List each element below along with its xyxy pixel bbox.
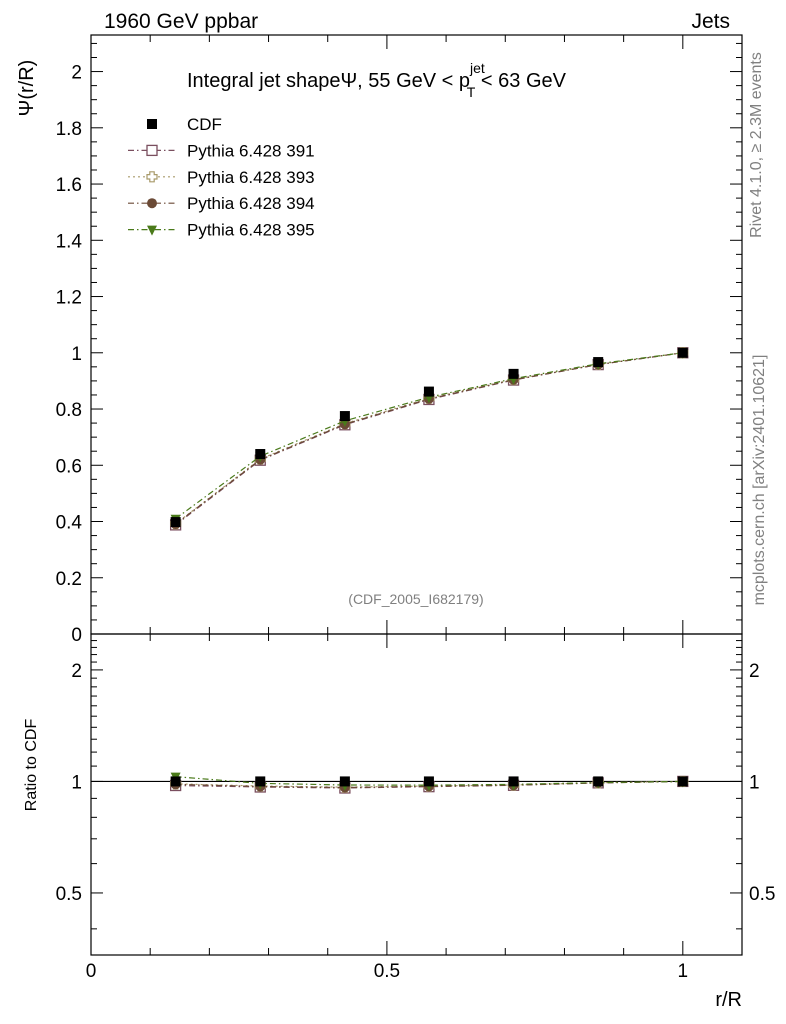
legend-label: CDF bbox=[187, 115, 222, 134]
analysis-label: (CDF_2005_I682179) bbox=[348, 591, 483, 607]
mcplots-label: mcplots.cern.ch [arXiv:2401.10621] bbox=[751, 355, 768, 606]
chart-title: Integral jet shapeΨ, 55 GeV < pjet T < 63… bbox=[187, 60, 567, 100]
chart-title-end: < 63 GeV bbox=[475, 70, 566, 92]
legend-marker bbox=[147, 119, 157, 129]
chart-title-sup: jet bbox=[469, 60, 485, 76]
y-tick-label: 0.8 bbox=[56, 400, 82, 421]
series-line bbox=[175, 352, 683, 520]
x-tick-label: 0.5 bbox=[374, 961, 400, 982]
series-line bbox=[175, 352, 683, 525]
data-point bbox=[593, 357, 604, 368]
data-point bbox=[170, 517, 181, 528]
ratio-plot-frame: 0 0.5 1 0.5 0.5 1 1 2 2 bbox=[56, 633, 775, 982]
series-3 bbox=[170, 347, 688, 793]
legend-marker bbox=[147, 225, 157, 236]
ratio-point bbox=[677, 776, 688, 787]
legend-label: Pythia 6.428 394 bbox=[187, 194, 315, 213]
legend-entry-0: CDF bbox=[147, 115, 222, 134]
ratio-point bbox=[593, 776, 604, 787]
series-0 bbox=[170, 347, 688, 787]
chart-title-main: Integral jet shapeΨ, 55 GeV < p bbox=[187, 70, 470, 92]
y-tick-label: 1.6 bbox=[56, 175, 82, 196]
series-line bbox=[175, 352, 683, 526]
legend-marker bbox=[147, 198, 157, 209]
y-tick-label: 1.2 bbox=[56, 288, 82, 309]
ratio-tick-label-right: 2 bbox=[749, 661, 760, 682]
x-tick-label: 1 bbox=[678, 961, 689, 982]
ratio-tick-label-right: 1 bbox=[749, 772, 760, 793]
data-point bbox=[423, 386, 434, 397]
y-tick-label: 1 bbox=[71, 344, 82, 365]
series-line bbox=[175, 352, 683, 525]
ratio-tick-label: 0.5 bbox=[56, 884, 82, 905]
legend-label: Pythia 6.428 391 bbox=[187, 141, 315, 160]
series-4 bbox=[170, 348, 688, 792]
series-2 bbox=[170, 347, 689, 793]
x-tick-label: 0 bbox=[86, 961, 97, 982]
legend-label: Pythia 6.428 393 bbox=[187, 168, 315, 187]
legend-entry-4: Pythia 6.428 395 bbox=[128, 221, 315, 240]
ratio-axis-label: Ratio to CDF bbox=[23, 719, 40, 812]
ratio-tick-label: 2 bbox=[71, 661, 82, 682]
y-tick-label: 1.8 bbox=[56, 119, 82, 140]
rivet-label: Rivet 4.1.0, ≥ 2.3M events bbox=[748, 52, 765, 238]
header-left: 1960 GeV ppbar bbox=[104, 10, 258, 33]
y-tick-label: 0.4 bbox=[56, 513, 83, 534]
ratio-tick-label: 1 bbox=[71, 772, 82, 793]
legend-marker bbox=[146, 171, 158, 183]
data-point bbox=[255, 449, 266, 460]
y-tick-label: 0 bbox=[71, 625, 82, 646]
header-right: Jets bbox=[691, 10, 730, 33]
main-plot-frame: 0 0.2 0.4 0.6 0.8 1 1.2 1.4 1.6 1.8 2 bbox=[56, 34, 743, 646]
chart-title-sub: T bbox=[467, 84, 476, 100]
y-tick-label: 0.2 bbox=[56, 569, 82, 590]
y-tick-label: 0.6 bbox=[56, 456, 82, 477]
series-1 bbox=[169, 347, 689, 794]
y-tick-label: 1.4 bbox=[56, 231, 83, 252]
ratio-point bbox=[339, 776, 350, 787]
ratio-tick-label-right: 0.5 bbox=[749, 884, 775, 905]
data-point bbox=[677, 347, 688, 358]
x-axis-label: r/R bbox=[715, 989, 742, 1011]
data-point bbox=[508, 368, 519, 379]
ratio-point bbox=[170, 776, 181, 787]
legend: CDF Pythia 6.428 391 Pythia 6.428 393 Pythi… bbox=[128, 115, 315, 240]
ratio-point bbox=[508, 776, 519, 787]
chart-marks bbox=[169, 347, 689, 794]
ratio-point bbox=[423, 776, 434, 787]
legend-entry-3: Pythia 6.428 394 bbox=[128, 194, 315, 213]
ratio-point bbox=[255, 776, 266, 787]
legend-entry-1: Pythia 6.428 391 bbox=[128, 141, 315, 160]
y-axis-label: Ψ(r/R) bbox=[16, 60, 38, 117]
data-point bbox=[339, 411, 350, 422]
y-tick-label: 2 bbox=[71, 63, 82, 84]
ratio-plot-border bbox=[90, 633, 743, 956]
legend-label: Pythia 6.428 395 bbox=[187, 221, 315, 240]
legend-marker bbox=[146, 144, 158, 157]
legend-entry-2: Pythia 6.428 393 bbox=[128, 168, 315, 187]
